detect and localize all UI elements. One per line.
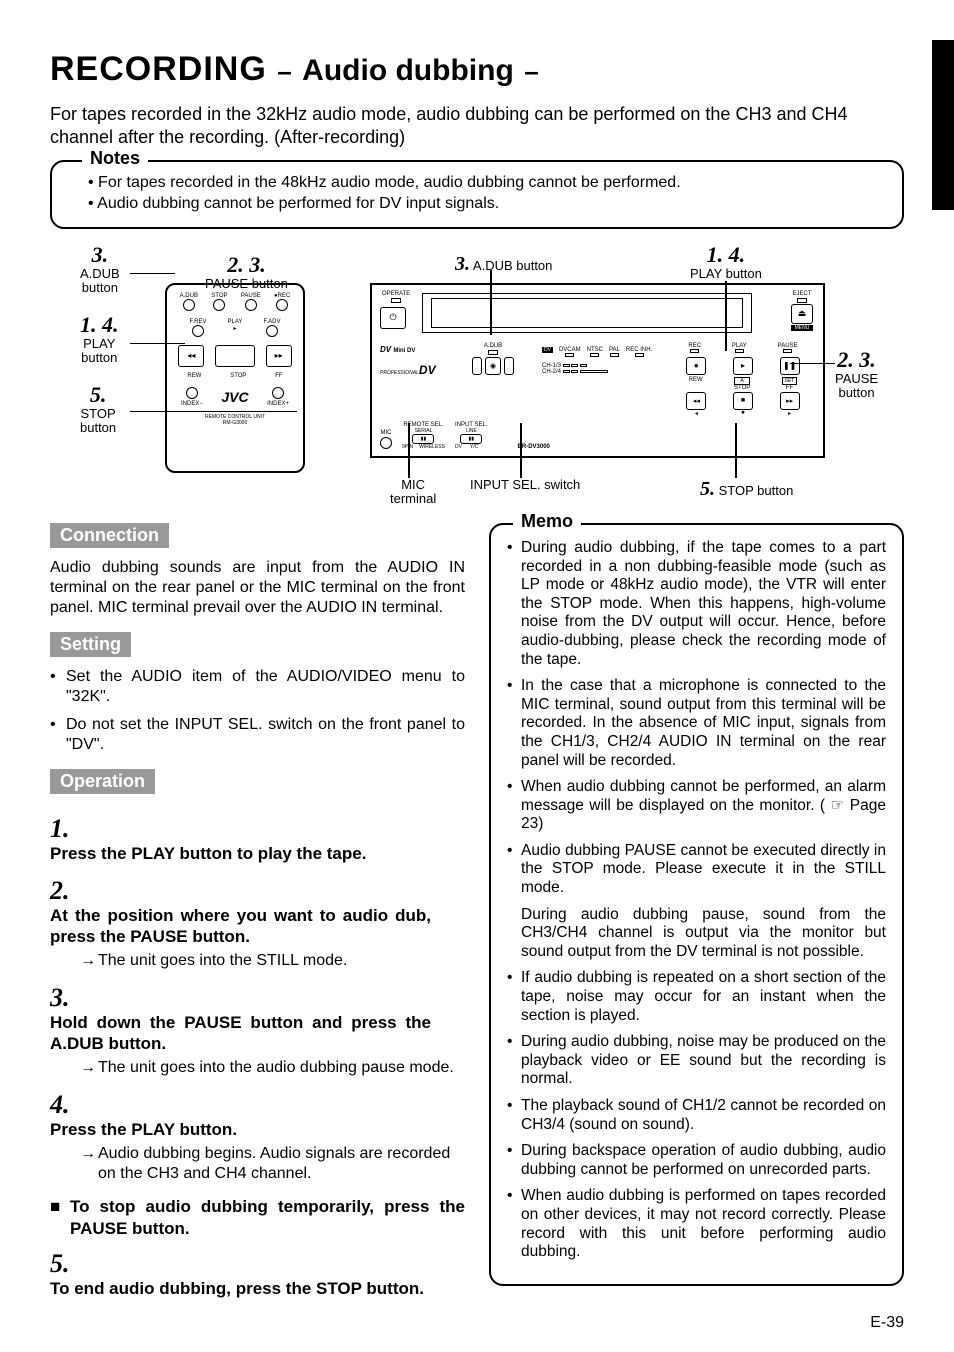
remote-callout-adub-label: A.DUBbutton bbox=[80, 267, 120, 296]
setting-item-0: Set the AUDIO item of the AUDIO/VIDEO me… bbox=[50, 667, 465, 707]
transport-panel: REC PLAY PAUSE ● ▸ ❚❚ REW ASTOP SETFF ◂◂… bbox=[673, 343, 813, 417]
memo-box: Memo During audio dubbing, if the tape c… bbox=[489, 523, 904, 1286]
vtr-callout-adub: 3. A.DUB button bbox=[455, 253, 552, 275]
remote-btn: PAUSE bbox=[241, 293, 261, 313]
vtr-callout-inputsel: INPUT SEL. switch bbox=[470, 478, 580, 492]
vtr-callout-pause-label: PAUSEbutton bbox=[835, 372, 878, 401]
op-step-4: 4. Press the PLAY button. Audio dubbing … bbox=[50, 1090, 465, 1184]
lbl: STOP bbox=[230, 373, 246, 379]
bottom-row: MIC REMOTE SEL. SERIAL ▮▮ 9PINWIRELESS I… bbox=[380, 422, 550, 450]
remote-box: A.DUB STOP PAUSE ●REC F.REV PLAY▸ F.ADV … bbox=[165, 283, 305, 473]
vtr-callout-mic: MICterminal bbox=[390, 478, 436, 507]
notes-box: Notes For tapes recorded in the 48kHz au… bbox=[50, 160, 904, 229]
remote-btn: INDEX+ bbox=[267, 387, 289, 407]
lbl: REW bbox=[187, 373, 201, 379]
setting-head: Setting bbox=[50, 632, 131, 657]
memo-item: During audio dubbing, if the tape comes … bbox=[507, 539, 886, 669]
operate-btn: ⏻ bbox=[380, 307, 406, 329]
op-step-1: 1. Press the PLAY button to play the tap… bbox=[50, 814, 465, 864]
remote-inner: A.DUB STOP PAUSE ●REC F.REV PLAY▸ F.ADV … bbox=[167, 285, 303, 434]
remote-callout-adub: 3. A.DUBbutton bbox=[80, 243, 120, 296]
lbl: FF bbox=[275, 373, 282, 379]
remote-callout-play-label: PLAYbutton bbox=[80, 337, 119, 366]
intro-text: For tapes recorded in the 32kHz audio mo… bbox=[50, 103, 904, 150]
left-column: Connection Audio dubbing sounds are inpu… bbox=[50, 523, 465, 1311]
memo-item: During audio dubbing, noise may be produ… bbox=[507, 1033, 886, 1089]
page-title: RECORDING – Audio dubbing – bbox=[50, 50, 904, 89]
memo-item: In the case that a microphone is connect… bbox=[507, 677, 886, 770]
notes-item-0: For tapes recorded in the 48kHz audio mo… bbox=[88, 172, 884, 194]
notes-item-1: Audio dubbing cannot be performed for DV… bbox=[88, 193, 884, 215]
diagrams-row: 3. A.DUBbutton 2. 3. PAUSE button 1. 4. … bbox=[50, 243, 904, 503]
vtr-callout-pause: 2. 3. PAUSEbutton bbox=[835, 348, 878, 401]
op-step-3: 3. Hold down the PAUSE button and press … bbox=[50, 983, 465, 1078]
remote-btn bbox=[215, 345, 255, 367]
remote-model: REMOTE CONTROL UNITRM-G3000 bbox=[173, 411, 297, 426]
dash1: – bbox=[277, 56, 291, 86]
memo-legend: Memo bbox=[513, 511, 581, 532]
remote-btn: ◂◂ bbox=[178, 345, 204, 367]
remote-btn: ▸▸ bbox=[266, 345, 292, 367]
memo-item: If audio dubbing is repeated on a short … bbox=[507, 969, 886, 1025]
setting-item-1: Do not set the INPUT SEL. switch on the … bbox=[50, 715, 465, 755]
memo-item: Audio dubbing PAUSE cannot be executed d… bbox=[507, 842, 886, 898]
op-square-note: To stop audio dubbing temporarily, press… bbox=[50, 1196, 465, 1239]
vtr-diagram: 3. A.DUB button 1. 4. PLAY button 2. 3. … bbox=[360, 243, 904, 503]
remote-btn: F.ADV bbox=[263, 319, 280, 339]
side-tab bbox=[932, 40, 954, 210]
two-column-layout: Connection Audio dubbing sounds are inpu… bbox=[50, 523, 904, 1311]
vtr-box: OPERATE ⏻ EJECT ⏏ MENU DV Mini DV PROFES… bbox=[370, 283, 825, 458]
remote-btn: INDEX− bbox=[181, 387, 203, 407]
cassette-slot bbox=[422, 293, 752, 333]
right-column: Memo During audio dubbing, if the tape c… bbox=[489, 523, 904, 1311]
professional-dv: PROFESSIONALDV bbox=[380, 363, 436, 377]
connection-text: Audio dubbing sounds are input from the … bbox=[50, 558, 465, 618]
remote-btn: STOP bbox=[211, 293, 227, 313]
vtr-callout-stop: 5. STOP button bbox=[700, 478, 793, 500]
remote-btn: PLAY▸ bbox=[228, 319, 243, 339]
vtr-callout-play: 1. 4. PLAY button bbox=[690, 243, 762, 281]
connection-head: Connection bbox=[50, 523, 169, 548]
remote-callout-stop: 5. STOPbutton bbox=[80, 383, 116, 436]
operation-head: Operation bbox=[50, 769, 155, 794]
notes-legend: Notes bbox=[82, 148, 148, 169]
dash2: – bbox=[524, 56, 538, 86]
op-step-2: 2. At the position where you want to aud… bbox=[50, 876, 465, 971]
remote-btn: A.DUB bbox=[180, 293, 198, 313]
memo-item: During backspace operation of audio dubb… bbox=[507, 1142, 886, 1179]
title-main: RECORDING bbox=[50, 50, 267, 88]
operate-label: OPERATE bbox=[382, 291, 410, 304]
eject-area: EJECT ⏏ MENU bbox=[791, 291, 813, 331]
memo-item: When audio dubbing cannot be performed, … bbox=[507, 778, 886, 834]
center-indicators: DV DVCAM NTSC PAL REC INH. CH-1/3 CH-2/4 bbox=[542, 347, 662, 375]
memo-item: The playback sound of CH1/2 cannot be re… bbox=[507, 1097, 886, 1134]
dv-logos: DV Mini DV bbox=[380, 345, 415, 354]
jvc-logo: JVC bbox=[221, 389, 248, 405]
remote-btn: ●REC bbox=[274, 293, 290, 313]
memo-item: When audio dubbing is performed on tapes… bbox=[507, 1187, 886, 1261]
remote-callout-play: 1. 4. PLAYbutton bbox=[80, 313, 119, 366]
title-sub: Audio dubbing bbox=[302, 54, 514, 87]
op-step-5: 5. To end audio dubbing, press the STOP … bbox=[50, 1249, 465, 1299]
leader bbox=[130, 273, 175, 275]
remote-btn: F.REV bbox=[190, 319, 207, 339]
memo-sub: During audio dubbing pause, sound from t… bbox=[521, 906, 886, 962]
adub-panel: A.DUB ◉ bbox=[472, 343, 514, 375]
page-number: E-39 bbox=[870, 1314, 904, 1332]
remote-callout-stop-label: STOPbutton bbox=[80, 407, 116, 436]
remote-diagram: 3. A.DUBbutton 2. 3. PAUSE button 1. 4. … bbox=[50, 243, 350, 503]
